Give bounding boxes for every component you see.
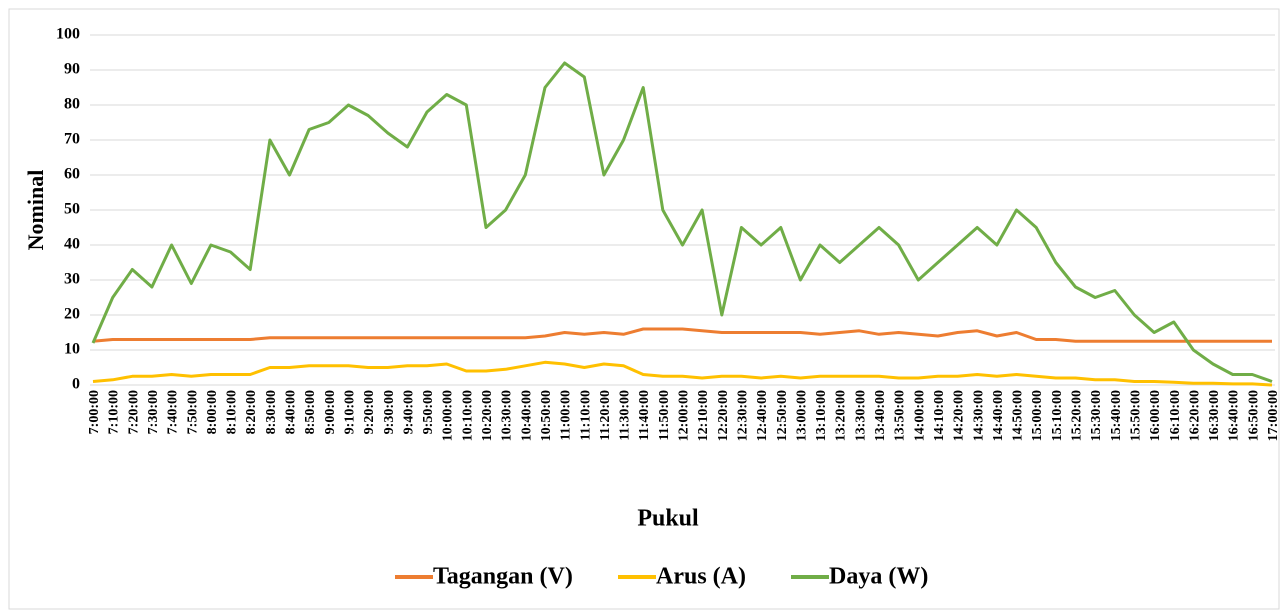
x-tick-label: 7:10:00 [107,390,122,434]
x-tick-label: 12:10:00 [696,390,711,441]
x-tick-label: 15:20:00 [1070,390,1085,441]
x-tick-label: 9:50:00 [421,390,436,434]
y-tick-label: 90 [64,61,80,78]
x-tick-label: 8:40:00 [284,390,299,434]
legend-label: Daya (W) [829,564,928,590]
x-tick-label: 14:10:00 [932,390,947,441]
x-tick-label: 13:40:00 [873,390,888,441]
y-tick-label: 80 [64,96,80,113]
legend-label: Arus (A) [656,564,746,590]
x-tick-label: 16:40:00 [1227,390,1242,441]
x-tick-label: 12:50:00 [775,390,790,441]
x-tick-label: 15:50:00 [1128,390,1143,441]
x-tick-label: 8:00:00 [205,390,220,434]
x-tick-label: 9:30:00 [382,390,397,434]
chart-border [8,8,1280,610]
x-tick-label: 16:20:00 [1187,390,1202,441]
series-line [92,327,1272,343]
x-tick-label: 11:30:00 [618,390,633,441]
x-tick-label: 17:00:00 [1266,390,1280,441]
x-tick-label: 16:30:00 [1207,390,1222,441]
x-tick-label: 11:40:00 [637,390,652,441]
x-tick-label: 7:30:00 [146,390,161,434]
y-tick-label: 10 [64,341,80,358]
y-tick-label: 70 [64,131,80,148]
x-tick-label: 10:30:00 [500,390,515,441]
x-tick-label: 7:20:00 [126,390,141,434]
x-tick-label: 16:00:00 [1148,390,1163,441]
x-tick-label: 12:00:00 [677,390,692,441]
x-tick-label: 14:50:00 [1011,390,1026,441]
x-tick-label: 16:10:00 [1168,390,1183,441]
x-tick-label: 13:50:00 [893,390,908,441]
y-tick-label: 60 [64,166,80,183]
x-tick-label: 14:20:00 [952,390,967,441]
x-tick-label: 8:20:00 [244,390,259,434]
x-tick-label: 14:00:00 [912,390,927,441]
x-tick-label: 7:00:00 [87,390,102,434]
x-tick-label: 7:50:00 [185,390,200,434]
x-tick-label: 14:30:00 [971,390,986,441]
x-tick-label: 12:20:00 [716,390,731,441]
x-tick-label: 9:20:00 [362,390,377,434]
x-tick-label: 13:00:00 [794,390,809,441]
x-axis-title: Pukul [637,506,699,532]
legend-label: Tagangan (V) [433,564,573,590]
x-tick-label: 8:30:00 [264,390,279,434]
x-tick-label: 13:30:00 [853,390,868,441]
x-tick-label: 13:20:00 [834,390,849,441]
x-tick-label: 10:40:00 [519,390,534,441]
x-tick-label: 13:10:00 [814,390,829,441]
y-tick-label: 50 [64,201,80,218]
x-tick-label: 15:10:00 [1050,390,1065,441]
x-tick-label: 10:50:00 [539,390,554,441]
x-tick-label: 9:40:00 [401,390,416,434]
x-tick-label: 10:00:00 [441,390,456,441]
y-tick-label: 40 [64,236,80,253]
x-tick-label: 11:20:00 [598,390,613,441]
y-tick-label: 20 [64,306,80,323]
y-tick-label: 0 [72,376,80,393]
series-line [92,360,1273,387]
x-tick-label: 11:00:00 [559,390,574,441]
x-tick-label: 12:30:00 [735,390,750,441]
x-tick-label: 15:40:00 [1109,390,1124,441]
x-tick-label: 15:00:00 [1030,390,1045,441]
x-tick-label: 7:40:00 [166,390,181,434]
x-tick-label: 8:10:00 [225,390,240,434]
x-tick-label: 16:50:00 [1246,390,1261,441]
y-tick-label: 30 [64,271,80,288]
x-tick-label: 10:20:00 [480,390,495,441]
x-tick-label: 8:50:00 [303,390,318,434]
x-tick-label: 14:40:00 [991,390,1006,441]
y-axis-title: Nominal [23,170,48,251]
series-line [91,61,1273,383]
x-tick-label: 12:40:00 [755,390,770,441]
x-tick-label: 11:50:00 [657,390,672,441]
x-tick-label: 15:30:00 [1089,390,1104,441]
x-tick-label: 9:00:00 [323,390,338,434]
x-tick-label: 10:10:00 [460,390,475,441]
y-tick-label: 100 [56,26,80,43]
x-tick-label: 9:10:00 [342,390,357,434]
x-tick-label: 11:10:00 [578,390,593,441]
